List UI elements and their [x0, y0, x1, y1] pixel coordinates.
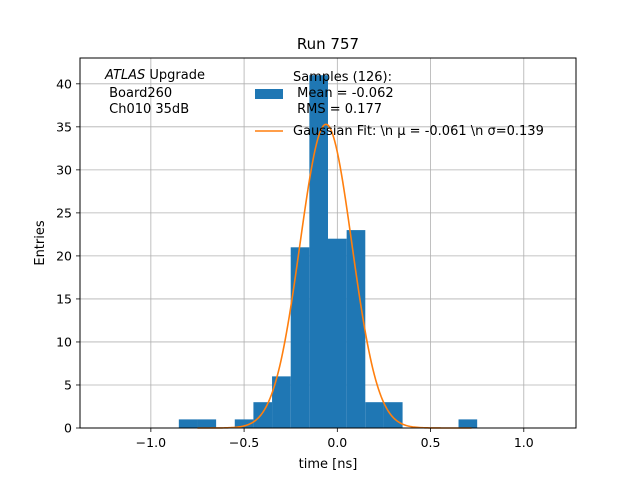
x-tick-label: 1.0	[514, 435, 534, 450]
histogram-bar	[178, 419, 198, 428]
legend: Samples (126): Mean = -0.062 RMS = 0.177…	[255, 70, 544, 139]
histogram-bar	[383, 402, 403, 428]
y-axis-label: Entries	[33, 220, 48, 266]
annotation-upgrade: Upgrade	[145, 68, 205, 83]
histogram-bar	[458, 419, 478, 428]
histogram-bar	[197, 419, 217, 428]
histogram-bars	[178, 75, 478, 429]
histogram-bar	[290, 247, 310, 428]
legend-label-samples-line-2: Mean = -0.062	[293, 86, 394, 101]
histogram-bar	[234, 419, 254, 428]
annotation-box: ATLAS Upgrade Board260 Ch010 35dB	[104, 68, 205, 117]
y-tick-label: 25	[56, 205, 72, 220]
plot-frame	[79, 57, 577, 429]
histogram-bar	[328, 238, 347, 428]
histogram-bar	[272, 376, 291, 428]
legend-label-samples-line-3: RMS = 0.177	[293, 102, 382, 117]
chart-title: Run 757	[297, 35, 359, 53]
annotation-line-3: Ch010 35dB	[105, 102, 189, 117]
histogram-bar	[365, 402, 384, 428]
legend-label-fit: Gaussian Fit: \n μ = -0.061 \n σ=0.139	[293, 124, 544, 139]
annotation-atlas: ATLAS	[104, 68, 145, 83]
y-tick-label: 35	[56, 119, 72, 134]
histogram-bar	[309, 75, 328, 429]
y-tick-label: 30	[56, 162, 72, 177]
legend-patch-samples	[255, 89, 283, 99]
annotation-line-2: Board260	[105, 86, 172, 101]
histogram-bar	[346, 230, 366, 428]
x-axis-label: time [ns]	[299, 457, 358, 472]
legend-label-samples-line-1: Samples (126):	[293, 70, 392, 85]
annotation-line-1: ATLAS Upgrade	[104, 68, 205, 83]
x-tick-label: 0.5	[421, 435, 441, 450]
y-axis-ticks: 0 5 10 15 20 25 30 35 40	[56, 76, 80, 436]
x-tick-label: −1.0	[136, 435, 166, 450]
y-tick-label: 0	[64, 421, 72, 436]
y-tick-label: 15	[56, 291, 72, 306]
x-tick-label: 0.0	[327, 435, 347, 450]
x-axis-ticks: −1.0 −0.5 0.0 0.5 1.0	[136, 428, 534, 450]
y-tick-label: 5	[64, 377, 72, 392]
y-tick-label: 20	[56, 248, 72, 263]
y-tick-label: 40	[56, 76, 72, 91]
x-tick-label: −0.5	[229, 435, 259, 450]
histogram-bar	[253, 402, 273, 428]
y-tick-label: 10	[56, 334, 72, 349]
